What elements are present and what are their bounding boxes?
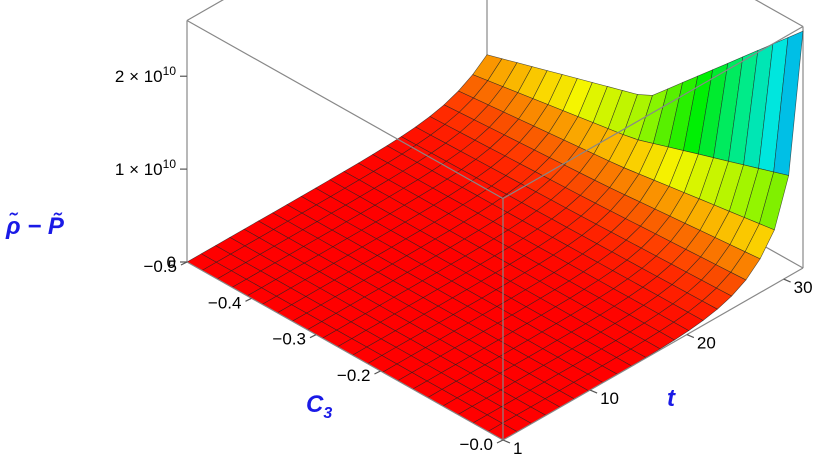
surface-plot	[186, 30, 804, 441]
z-tick-exponent-2: 10	[163, 64, 177, 78]
z-tick-label-0: 0	[167, 253, 176, 272]
x-tick-label-3: −0.2	[337, 366, 371, 385]
y-tick-label-0: 1	[513, 439, 522, 458]
x-tick-label-1: −0.4	[208, 293, 242, 312]
x-tick-label-2: −0.3	[272, 330, 306, 349]
box-edge-front-1	[502, 267, 804, 441]
y-tick-mark-3	[783, 278, 791, 283]
box-edge-back-3	[186, 0, 224, 22]
box-edge-front-0	[186, 261, 504, 441]
x-tick-label-4: −0.0	[459, 435, 493, 454]
x-tick-mark-2	[309, 334, 317, 339]
y-axis-title: t	[667, 385, 676, 412]
y-tick-mark-2	[686, 334, 695, 339]
z-tick-label-2: 2 × 1010	[115, 64, 176, 86]
x-axis-title-main: C	[306, 391, 324, 418]
x-axis-title: C3	[306, 391, 332, 422]
z-tick-mantissa-2: 2 × 10	[115, 67, 163, 86]
x-tick-label-0: −0.5	[143, 257, 177, 276]
x-axis-title-subscript: 3	[323, 405, 332, 422]
bounding-box-front	[186, 19, 804, 441]
box-edge-front-3	[186, 19, 504, 200]
z-tick-label-1: 1 × 1010	[115, 157, 176, 179]
x-tick-mark-4	[496, 439, 504, 444]
x-tick-mark-3	[374, 370, 381, 375]
box-edge-front-4	[502, 25, 804, 200]
y-tick-label-3: 30	[794, 278, 813, 297]
y-tick-mark-0	[502, 439, 511, 444]
z-tick-mantissa-1: 1 × 10	[115, 160, 163, 179]
z-tick-exponent-1: 10	[163, 157, 177, 171]
x-tick-mark-1	[245, 297, 252, 302]
box-edge-back-4	[754, 0, 804, 28]
y-tick-label-2: 20	[697, 334, 716, 353]
y-tick-mark-1	[589, 389, 598, 394]
z-axis-title: ρ̃ − P̃	[5, 212, 65, 240]
y-tick-label-1: 10	[600, 389, 619, 408]
